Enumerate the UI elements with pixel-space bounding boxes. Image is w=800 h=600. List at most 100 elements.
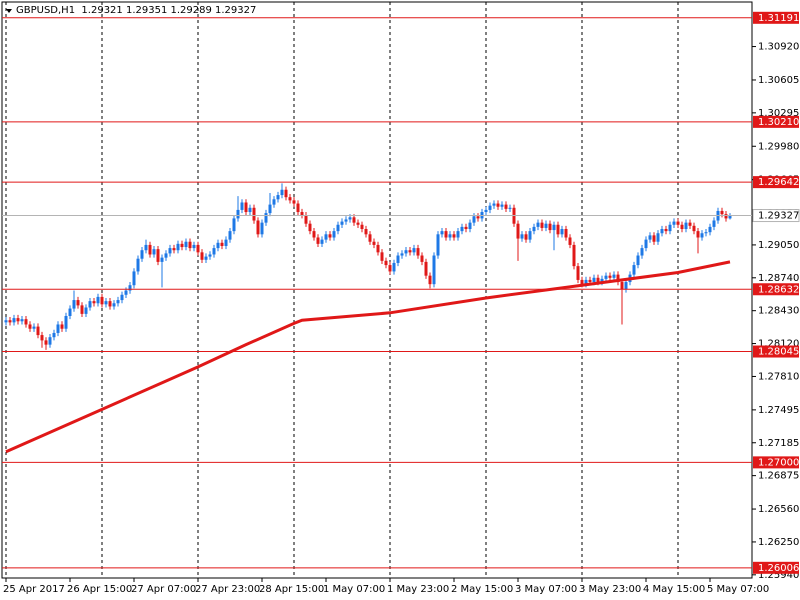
candle-body [596, 277, 600, 283]
candle-body [216, 242, 220, 249]
candle-body [372, 241, 376, 245]
candle-body [392, 262, 396, 272]
candle-body [564, 229, 568, 238]
candle-body [180, 243, 184, 248]
candle-body [84, 307, 88, 314]
candle-body [88, 301, 92, 308]
level-box [753, 176, 799, 189]
candle-body [32, 326, 36, 329]
candle-body [152, 249, 156, 255]
candle-body [576, 266, 580, 280]
candle-body [284, 189, 288, 198]
candle-body [424, 261, 428, 276]
candle-body [444, 231, 448, 238]
candle-body [184, 241, 188, 248]
candle-body [676, 221, 680, 225]
candle-body [488, 205, 492, 210]
candle-body [268, 204, 272, 214]
level-box [753, 345, 799, 358]
candle-body [8, 320, 12, 323]
candle-body [20, 319, 24, 322]
x-tick-label: 4 May 15:00 [643, 584, 705, 595]
candle-body [336, 224, 340, 232]
candle-body [636, 255, 640, 266]
candle-body [496, 203, 500, 207]
y-tick-label: 1.28430 [758, 306, 799, 317]
candle-body [720, 210, 724, 215]
candle-body [616, 274, 620, 283]
candle-body [500, 204, 504, 207]
level-label: 1.26006 [758, 563, 799, 574]
candle-body [472, 216, 476, 223]
candle-body [208, 254, 212, 257]
candle-body [432, 255, 436, 285]
candle-body [292, 200, 296, 204]
candle-body [76, 300, 80, 306]
candle-body [460, 226, 464, 232]
candle-body [620, 282, 624, 290]
candle-body [664, 229, 668, 232]
y-tick-label: 1.30920 [758, 42, 799, 53]
candle-body [108, 301, 112, 307]
candle-body [204, 256, 208, 260]
y-tick-label: 1.30295 [758, 108, 799, 119]
candle-body [544, 223, 548, 228]
candle-body [296, 203, 300, 213]
candle-body [604, 275, 608, 279]
candle-body [96, 296, 100, 304]
candle-body [468, 222, 472, 230]
candle-body [456, 231, 460, 238]
candle-body [396, 255, 400, 263]
candle-body [172, 248, 176, 251]
candle-body [340, 221, 344, 225]
candle-body [52, 332, 56, 338]
candle-body [528, 231, 532, 240]
candle-body [80, 305, 84, 314]
candle-body [508, 207, 512, 209]
candle-body [556, 224, 560, 235]
x-tick-label: 5 May 07:00 [707, 584, 769, 595]
candle-body [416, 248, 420, 256]
y-tick-label: 1.27495 [758, 405, 799, 416]
candle-body [560, 229, 564, 235]
candle-body [312, 231, 316, 238]
candle-body [4, 320, 8, 323]
candle-body [316, 237, 320, 244]
candle-body [56, 324, 60, 333]
candle-body [668, 224, 672, 232]
level-label: 1.28045 [758, 347, 799, 358]
candle-body [328, 234, 332, 238]
candle-body [476, 216, 480, 219]
candle-body [212, 248, 216, 255]
candle-body [320, 239, 324, 244]
candle-body [356, 222, 360, 225]
candle-body [132, 271, 136, 286]
candle-body [156, 249, 160, 262]
candle-body [140, 250, 144, 259]
symbol-menu-icon[interactable] [6, 9, 12, 13]
y-tick-label: 1.27185 [758, 438, 799, 449]
candle-body [388, 265, 392, 272]
y-tick-label: 1.27810 [758, 371, 799, 382]
x-tick-label: 27 Apr 07:00 [131, 584, 196, 595]
moving-average [5, 260, 731, 454]
candle-body [300, 212, 304, 216]
candle-body [232, 218, 236, 232]
candle-body [176, 243, 180, 251]
y-tick-label: 1.28120 [758, 339, 799, 350]
candle-body [324, 234, 328, 240]
candle-body [276, 195, 280, 200]
candle-body [44, 340, 48, 345]
candle-body [168, 248, 172, 254]
candle-body [192, 244, 196, 249]
candle-body [244, 202, 248, 213]
candle-body [160, 257, 164, 262]
y-tick-label: 1.30605 [758, 75, 799, 86]
candle-body [504, 204, 508, 209]
candle-body [252, 207, 256, 221]
candle-body [164, 253, 168, 258]
candle-body [680, 224, 684, 230]
candle-body [648, 235, 652, 240]
candle-body [408, 250, 412, 253]
candle-body [308, 223, 312, 232]
